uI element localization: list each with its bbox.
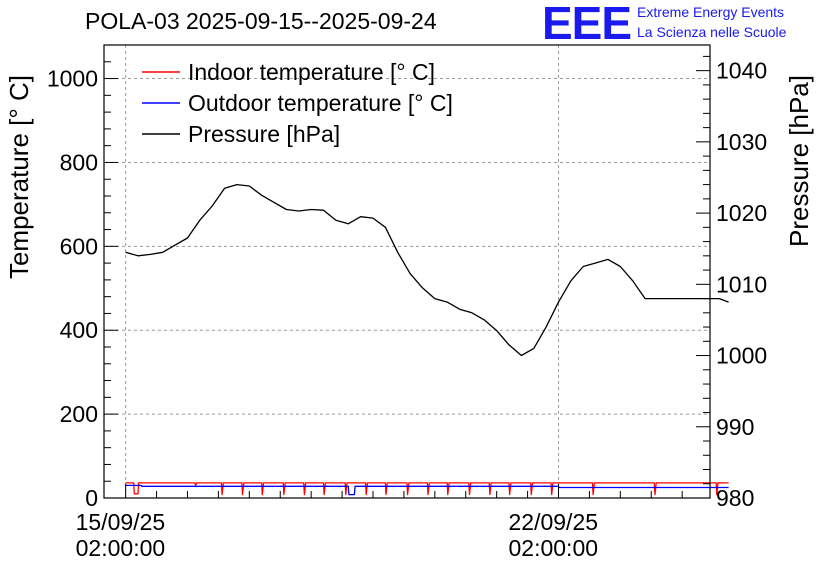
x-tick-label-time: 02:00:00 xyxy=(76,535,166,561)
y2-tick-label: 1000 xyxy=(716,343,767,369)
x-tick-label-date: 15/09/25 xyxy=(76,509,166,535)
y-axis-title: Temperature [° C] xyxy=(4,75,34,279)
y-tick-label: 1000 xyxy=(47,66,98,92)
legend-label-1: Outdoor temperature [° C] xyxy=(188,90,453,116)
axes xyxy=(103,44,711,499)
y2-tick-label: 990 xyxy=(716,414,754,440)
y2-tick-label: 1030 xyxy=(716,129,767,155)
y-tick-label: 200 xyxy=(60,401,98,427)
chart-title: POLA-03 2025-09-15--2025-09-24 xyxy=(85,8,437,34)
y2-tick-label: 1010 xyxy=(716,271,767,297)
tick-labels: 0 200 400 600 800 1000 980 990 1000 1010 1020 1030 1… xyxy=(47,58,767,561)
y-tick-label: 600 xyxy=(60,233,98,259)
y-tick-label: 0 xyxy=(85,485,98,511)
y2-axis-title: Pressure [hPa] xyxy=(784,75,814,247)
logo-line-1: Extreme Energy Events xyxy=(637,4,785,20)
legend-label-2: Pressure [hPa] xyxy=(188,121,340,147)
series-group xyxy=(125,183,729,496)
y2-tick-label: 1040 xyxy=(716,58,767,84)
grid-lines xyxy=(104,45,710,498)
tick-marks xyxy=(104,44,710,499)
eee-logo: EEE xyxy=(542,0,632,49)
y2-tick-label: 980 xyxy=(716,485,754,511)
y2-tick-label: 1020 xyxy=(716,200,767,226)
legend: Indoor temperature [° C] Outdoor temperat… xyxy=(142,59,453,147)
logo-line-2: La Scienza nelle Scuole xyxy=(637,24,787,40)
y-tick-label: 400 xyxy=(60,317,98,343)
x-tick-label-time: 02:00:00 xyxy=(509,535,599,561)
legend-label-0: Indoor temperature [° C] xyxy=(188,59,435,85)
series-line-2 xyxy=(125,183,729,357)
series-line-1 xyxy=(125,484,729,496)
plot-frame xyxy=(103,44,711,499)
y-tick-label: 800 xyxy=(60,149,98,175)
x-tick-label-date: 22/09/25 xyxy=(509,509,599,535)
series-line-0 xyxy=(125,482,729,496)
